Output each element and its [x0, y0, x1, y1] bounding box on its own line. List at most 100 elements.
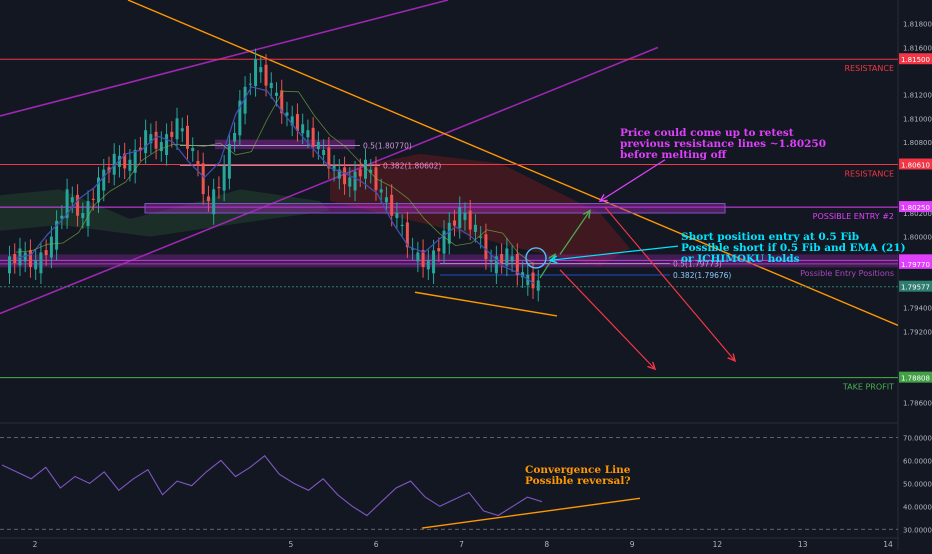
- candle-body: [264, 64, 268, 86]
- candle-body: [275, 92, 278, 96]
- candle-body: [13, 254, 17, 264]
- price-label-text: 1.79770: [901, 261, 930, 269]
- candle-body: [510, 256, 514, 262]
- candle-body: [212, 189, 216, 215]
- candle-body: [473, 224, 477, 232]
- channel-upper-line: [0, 0, 449, 117]
- price-label-box: [899, 201, 932, 213]
- entry-circle-marker: [525, 247, 547, 269]
- rsi-tick-label: 40.0000: [903, 503, 932, 511]
- candle-body: [343, 167, 347, 185]
- candle-body: [437, 248, 441, 252]
- candle-body: [186, 125, 189, 149]
- level-label: RESISTANCE: [845, 170, 895, 179]
- candle-body: [358, 169, 362, 177]
- candle-body: [154, 131, 158, 149]
- ema-line: [15, 86, 535, 285]
- price-tick-label: 1.81000: [903, 115, 932, 123]
- candle-body: [306, 130, 310, 138]
- candle-body: [280, 90, 284, 114]
- level-label: RESISTANCE: [845, 64, 895, 73]
- candle-body: [81, 213, 85, 219]
- rsi-tick-label: 70.0000: [903, 434, 932, 442]
- time-tick-label: 13: [798, 540, 808, 549]
- retest-note-arrow: [600, 159, 666, 201]
- rsi-convergence-line: [421, 497, 641, 529]
- price-tick-label: 1.79400: [903, 305, 932, 313]
- time-tick-label: 12: [713, 540, 723, 549]
- price-label-box: [899, 158, 932, 170]
- rsi-tick-label: 30.0000: [903, 526, 932, 534]
- candle-body: [295, 114, 299, 131]
- candle-body: [34, 260, 38, 270]
- short-entry-annotation-line: Possible short if 0.5 Fib and EMA (21): [681, 242, 906, 254]
- ichimoku-cloud-red: [330, 153, 630, 267]
- time-tick-label: 6: [374, 540, 379, 549]
- candle-body: [453, 220, 456, 226]
- price-tick-label: 1.81800: [903, 21, 932, 29]
- price-label-text: 1.79577: [901, 284, 930, 292]
- rsi-tick-label: 60.0000: [903, 457, 932, 465]
- candle-body: [468, 210, 472, 230]
- candle-body: [254, 59, 258, 87]
- candle-body: [395, 213, 399, 219]
- candle-body: [269, 82, 273, 89]
- price-low-trendline: [414, 291, 558, 317]
- candle-body: [222, 165, 226, 191]
- candle-body: [442, 230, 446, 254]
- candle-body: [60, 215, 64, 219]
- candle-body: [238, 100, 242, 136]
- entry-zone-box: [144, 203, 726, 214]
- entry-note-arrow: [550, 245, 679, 260]
- candle-body: [364, 159, 367, 179]
- level-label: Possible Entry Positions: [800, 269, 894, 278]
- candle-body: [44, 250, 48, 256]
- candle-body: [76, 194, 80, 216]
- candle-body: [327, 147, 331, 169]
- price-label-box: [899, 257, 932, 269]
- candle-body: [301, 124, 305, 134]
- retest-arrow: [559, 211, 590, 255]
- candle-body: [117, 155, 121, 167]
- drop-arrow-1: [559, 269, 655, 369]
- candle-body: [369, 169, 373, 173]
- rsi-tick-label: 50.0000: [903, 480, 932, 488]
- candle-body: [526, 274, 530, 286]
- candle-body: [233, 132, 237, 142]
- candle-body: [149, 134, 153, 144]
- price-label-box: [899, 371, 932, 383]
- candle-body: [416, 252, 420, 262]
- candle-body: [353, 171, 357, 191]
- retest-annotation-line: Price could come up to retest: [620, 127, 794, 139]
- candle-body: [191, 147, 195, 152]
- candle-body: [348, 177, 352, 187]
- candle-body: [170, 131, 174, 137]
- price-tick-label: 1.80800: [903, 139, 932, 147]
- fib-level-label: 0.382(1.79676): [673, 271, 731, 280]
- price-label-text: 1.80610: [901, 162, 930, 170]
- price-tick-label: 1.79200: [903, 328, 932, 336]
- candle-body: [337, 169, 341, 179]
- candle-body: [138, 147, 142, 151]
- candle-body: [505, 248, 509, 266]
- candle-body: [159, 142, 163, 152]
- retest-annotation-line: previous resistance lines ~1.80250: [620, 138, 826, 150]
- candle-body: [479, 236, 483, 238]
- candle-body: [290, 116, 294, 126]
- price-tick-label: 1.78600: [903, 399, 932, 407]
- candle-body: [180, 128, 184, 132]
- candle-body: [70, 197, 74, 203]
- candle-body: [400, 224, 404, 227]
- candle-body: [123, 153, 127, 169]
- candle-body: [65, 189, 69, 219]
- ichimoku-lagging-line: [15, 90, 535, 265]
- candle-body: [489, 260, 493, 262]
- candle-body: [411, 248, 415, 250]
- price-tick-label: 1.80000: [903, 234, 932, 242]
- short-entry-annotation-line: Short position entry at 0.5 Fib: [681, 231, 859, 243]
- fib-level-label: 0.5(1.79773): [673, 260, 722, 269]
- candle-body: [248, 83, 252, 85]
- candle-body: [494, 256, 498, 274]
